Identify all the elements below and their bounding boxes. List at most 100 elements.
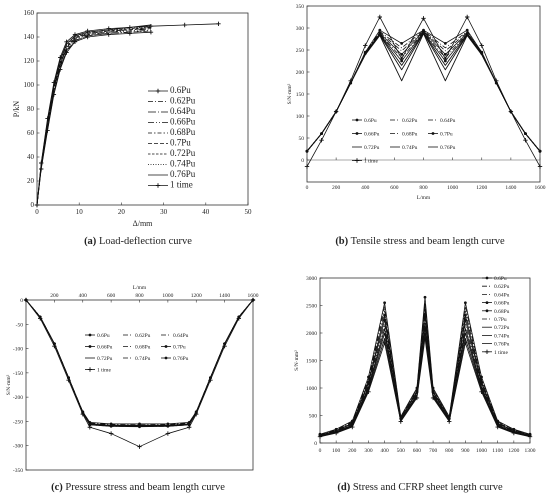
y-tick-label: 80 [27,105,35,113]
legend-label: 0.68Pu [402,132,418,138]
series-point [333,109,339,114]
series-point [383,318,387,322]
legend: 0.6Pu0.62Pu0.64Pu0.66Pu0.68Pu0.7Pu0.72Pu… [148,85,196,190]
y-tick-label: 100 [296,114,305,120]
x-tick-label: 1600 [535,185,546,191]
y-axis-label: S/N·mm² [6,374,12,395]
series-point [511,430,517,436]
x-tick-label: 0 [35,208,39,216]
legend-label: 1 time [364,159,378,165]
legend-label: 0.64Pu [173,333,189,339]
y-tick-label: 50 [299,136,305,142]
series-line [306,32,541,152]
y-tick-label: 100 [24,81,35,89]
series-point [423,308,427,312]
y-axis-label: S/N·mm² [294,350,300,371]
legend-label: 0.7Pu [440,132,453,138]
series-point [304,164,310,169]
legend-label: 0.68Pu [135,345,151,351]
legend-label: 0.74Pu [135,356,151,362]
legend-label: 0.72Pu [170,148,196,158]
legend-label: 0.76Pu [173,356,189,362]
series-point [465,28,469,32]
series-0.6pu [34,30,154,208]
x-tick-label: 800 [419,185,428,191]
x-tick-label: 1200 [476,185,487,191]
x-tick-label: 400 [380,448,389,454]
legend-label: 0.74Pu [170,159,196,169]
series-0.64pu [306,30,541,152]
x-tick-label: 1000 [447,185,458,191]
legend-label: 0.6Pu [170,85,191,95]
series-point [400,53,404,56]
series-0.7pu [36,27,151,206]
legend-label: 0.76Pu [494,342,510,348]
legend-label: 0.62Pu [135,333,151,339]
x-tick-label: 700 [429,448,438,454]
series-0.72pu [36,27,151,206]
series-0.64pu [36,29,151,206]
x-tick-label: 300 [364,448,373,454]
y-tick-label: 1500 [306,359,317,365]
x-tick-label: 200 [50,293,59,299]
series-point [138,425,141,429]
series-0.76pu [306,33,541,152]
legend-label: 0.76Pu [170,169,196,179]
series-line [36,28,151,206]
x-tick-label: 400 [361,185,370,191]
series-point [479,43,484,48]
y-tick-label: 2000 [306,331,317,337]
series-0.66pu [36,28,151,206]
series-0.74pu [36,25,151,206]
x-tick-label: 600 [107,293,116,299]
series-point [527,434,533,439]
series-0.72pu [25,299,254,427]
legend-point [484,349,490,354]
series-point [463,340,468,346]
x-tick-label: 1200 [191,293,202,299]
series-point [463,314,467,317]
y-tick-label: -200 [13,395,23,401]
series-point [423,312,427,316]
series-point [383,301,387,305]
legend-label: 0.66Pu [364,132,380,138]
y-tick-label: 40 [27,153,35,161]
y-axis-label: P/kN [12,101,21,118]
series-line [36,24,151,206]
legend-label: 0.74Pu [402,145,418,151]
y-tick-label: -100 [13,347,23,353]
series-point [463,318,467,322]
x-tick-label: 800 [135,293,144,299]
series-0.74pu [306,32,541,152]
y-tick-label: 2500 [306,304,317,310]
series-point [443,42,447,45]
y-axis-label: S/N·mm² [287,83,293,104]
legend-label: 0.64Pu [170,106,196,116]
series-0.76pu [24,298,255,429]
series-1-time [317,336,533,439]
series-point [37,316,43,321]
legend-label: 0.6Pu [97,333,110,339]
series-line [319,318,531,436]
series-point [87,425,93,430]
chart-panel-c: 200 400 600 800 1000 1200 1400 1600 0 -50 -100 -150… [6,285,259,493]
y-tick-label: 0 [31,201,35,209]
series-point [463,301,467,305]
series-line [25,299,254,426]
series-point [479,389,484,395]
y-tick-label: 250 [296,48,305,54]
series-line [36,27,151,206]
legend-point [485,276,489,280]
x-tick-label: 50 [245,208,253,216]
panel-caption: (a) Load-deflection curve [84,236,192,247]
series-point [165,431,171,436]
legend-label: 0.6Pu [494,276,507,282]
series-point [333,430,339,436]
y-tick-label: -150 [13,371,23,377]
series-point [250,297,256,303]
legend-label: 1 time [97,368,111,374]
series-point [85,28,90,34]
legend-label: 0.68Pu [170,127,196,137]
